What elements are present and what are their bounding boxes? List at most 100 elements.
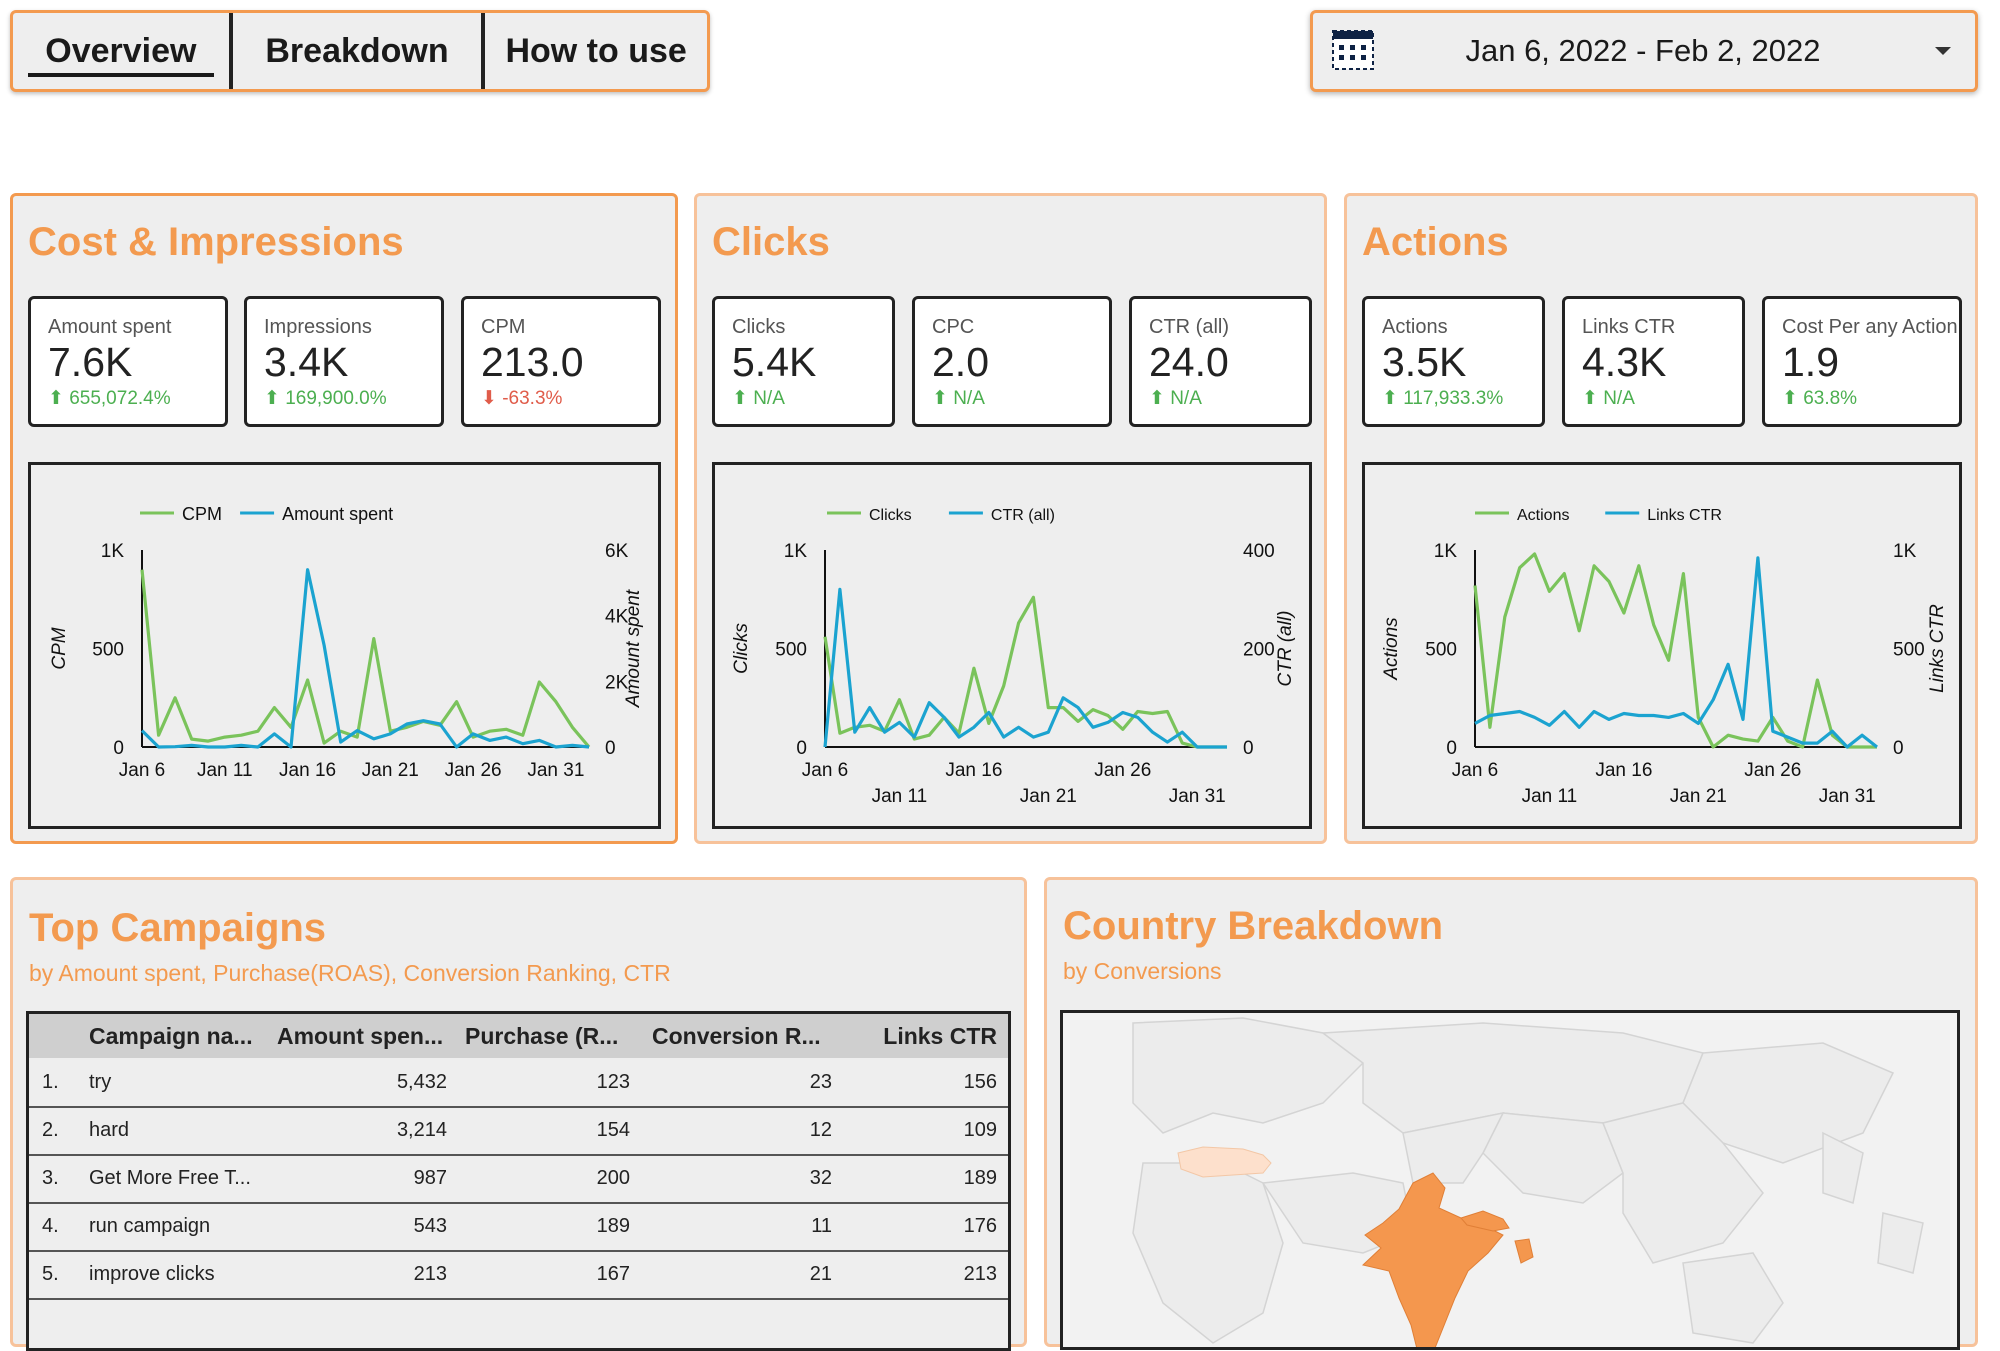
amount-spent-cell: 3,214: [396, 1118, 447, 1141]
map-region: [1877, 1212, 1924, 1274]
y-tick-label: 0: [796, 738, 807, 759]
map-country-turkey: [1177, 1146, 1272, 1178]
map-region: [1682, 1252, 1784, 1344]
kpi-card-clicks[interactable]: Clicks 5.4K ⬆ N/A: [712, 296, 895, 427]
tab-breakdown[interactable]: Breakdown: [228, 13, 482, 89]
y2-tick-label: 0: [605, 738, 616, 759]
links-ctr-cell: 213: [963, 1262, 997, 1285]
panel-subtitle: by Conversions: [1063, 958, 1222, 984]
purchase-cell: 189: [596, 1214, 630, 1237]
map-region: [1601, 1102, 1764, 1264]
column-header[interactable]: Conversion R...: [652, 1022, 821, 1049]
map-country-nepal: [1460, 1210, 1510, 1232]
legend-label: Clicks: [869, 507, 912, 524]
kpi-card-impressions[interactable]: Impressions 3.4K ⬆ 169,900.0%: [244, 296, 444, 427]
map-canvas: [1132, 1017, 1924, 1347]
series-line: [823, 595, 1227, 749]
country-map[interactable]: [1060, 1010, 1960, 1350]
y-axis-title: Actions: [1381, 617, 1402, 681]
cost-chart: CPM Amount spent 0 500 1K 0 2K 4K 6K CPM Amount sp…: [28, 462, 661, 829]
series-line: [823, 587, 1227, 749]
table-row[interactable]: 3. Get More Free T... 987 200 32 189: [29, 1154, 1008, 1204]
y2-tick-label: 400: [1243, 541, 1275, 562]
kpi-card-actions[interactable]: Actions 3.5K ⬆ 117,933.3%: [1362, 296, 1545, 427]
kpi-card-cpm[interactable]: CPM 213.0 ⬇ -63.3%: [461, 296, 661, 427]
kpi-delta: ⬆ 169,900.0%: [264, 387, 387, 410]
kpi-card-links-ctr[interactable]: Links CTR 4.3K ⬆ N/A: [1562, 296, 1745, 427]
table-row[interactable]: 4. run campaign 543 189 11 176: [29, 1202, 1008, 1252]
row-number: 4.: [42, 1214, 59, 1237]
row-number: 3.: [42, 1166, 59, 1189]
kpi-card-ctr-all[interactable]: CTR (all) 24.0 ⬆ N/A: [1129, 296, 1312, 427]
x-tick-label: Jan 11: [1522, 786, 1578, 807]
kpi-value: 7.6K: [48, 339, 133, 385]
tab-overview[interactable]: Overview: [13, 13, 229, 89]
x-tick-label: Jan 26: [1744, 760, 1801, 781]
y-tick-label: 1K: [784, 541, 808, 562]
y-tick-label: 500: [775, 640, 807, 661]
amount-spent-cell: 5,432: [396, 1070, 447, 1093]
kpi-label: Links CTR: [1582, 316, 1676, 338]
kpi-delta-value: -63.3%: [502, 388, 563, 409]
kpi-delta-value: 169,900.0%: [285, 388, 387, 409]
links-ctr-cell: 189: [963, 1166, 997, 1189]
panel-title: Top Campaigns: [29, 906, 327, 950]
cost-impressions-panel: Cost & Impressions Amount spent 7.6K ⬆ 6…: [10, 193, 678, 844]
kpi-card-amount-spent[interactable]: Amount spent 7.6K ⬆ 655,072.4%: [28, 296, 228, 427]
column-header[interactable]: Campaign na...: [89, 1022, 253, 1049]
kpi-label: Actions: [1382, 316, 1448, 338]
kpi-value: 1.9: [1782, 339, 1839, 385]
x-tick-label: Jan 31: [1169, 786, 1226, 807]
table-header: Campaign na... Amount spen... Purchase (…: [29, 1014, 1008, 1058]
tab-label: How to use: [505, 31, 687, 70]
y2-tick-label: 1K: [1893, 541, 1917, 562]
arrow-up-icon: ⬆: [1782, 388, 1798, 409]
kpi-label: Impressions: [264, 316, 372, 338]
conversion-cell: 21: [809, 1262, 832, 1285]
kpi-label: CPC: [932, 316, 975, 338]
kpi-value: 5.4K: [732, 339, 817, 385]
chart-canvas: Clicks CTR (all) 0 500 1K 0 200 400 Clicks CTR (a…: [731, 507, 1296, 807]
kpi-delta-value: 117,933.3%: [1403, 388, 1504, 409]
panel-subtitle: by Amount spent, Purchase(ROAS), Convers…: [29, 960, 671, 986]
table-row[interactable]: 5. improve clicks 213 167 21 213: [29, 1250, 1008, 1300]
column-header[interactable]: Amount spen...: [277, 1022, 444, 1049]
y2-axis-title: CTR (all): [1275, 611, 1296, 687]
y2-axis-title: Amount spent: [623, 589, 644, 708]
x-tick-label: Jan 26: [445, 760, 502, 781]
row-number: 1.: [42, 1070, 59, 1093]
x-tick-label: Jan 26: [1094, 760, 1151, 781]
y2-tick-label: 200: [1243, 640, 1275, 661]
x-tick-label: Jan 21: [362, 760, 419, 781]
kpi-card-cost-per-action[interactable]: Cost Per any Action 1.9 ⬆ 63.8%: [1762, 296, 1962, 427]
kpi-label: Cost Per any Action: [1782, 316, 1958, 338]
kpi-delta: ⬆ N/A: [932, 387, 985, 410]
kpi-delta: ⬆ 655,072.4%: [48, 387, 171, 410]
column-header[interactable]: Purchase (R...: [465, 1022, 619, 1049]
table-row[interactable]: 1. try 5,432 123 23 156: [29, 1058, 1008, 1108]
tab-how-to-use[interactable]: How to use: [481, 13, 707, 89]
y-tick-label: 0: [1446, 738, 1457, 759]
table-row[interactable]: 2. hard 3,214 154 12 109: [29, 1106, 1008, 1156]
kpi-card-cpc[interactable]: CPC 2.0 ⬆ N/A: [912, 296, 1112, 427]
y-tick-label: 1K: [1434, 541, 1458, 562]
campaign-name-cell: Get More Free T...: [89, 1166, 251, 1189]
kpi-value: 24.0: [1149, 339, 1229, 385]
purchase-cell: 167: [596, 1262, 630, 1285]
column-header[interactable]: Links CTR: [883, 1022, 997, 1049]
y-tick-label: 1K: [101, 541, 125, 562]
links-ctr-cell: 109: [963, 1118, 997, 1141]
arrow-up-icon: ⬆: [264, 388, 280, 409]
kpi-delta: ⬆ N/A: [1149, 387, 1202, 410]
x-tick-label: Jan 6: [1452, 760, 1498, 781]
arrow-down-icon: ⬇: [481, 388, 497, 409]
date-range-picker[interactable]: Jan 6, 2022 - Feb 2, 2022: [1310, 10, 1978, 92]
chart-canvas: CPM Amount spent 0 500 1K 0 2K 4K 6K CPM Amount sp…: [49, 504, 644, 781]
legend-label: CTR (all): [991, 507, 1055, 524]
links-ctr-cell: 156: [963, 1070, 997, 1093]
kpi-value: 4.3K: [1582, 339, 1667, 385]
date-range-value: Jan 6, 2022 - Feb 2, 2022: [1465, 33, 1821, 68]
kpi-delta: ⬆ N/A: [1582, 387, 1635, 410]
kpi-delta: ⬆ N/A: [732, 387, 785, 410]
y-tick-label: 500: [1425, 640, 1457, 661]
